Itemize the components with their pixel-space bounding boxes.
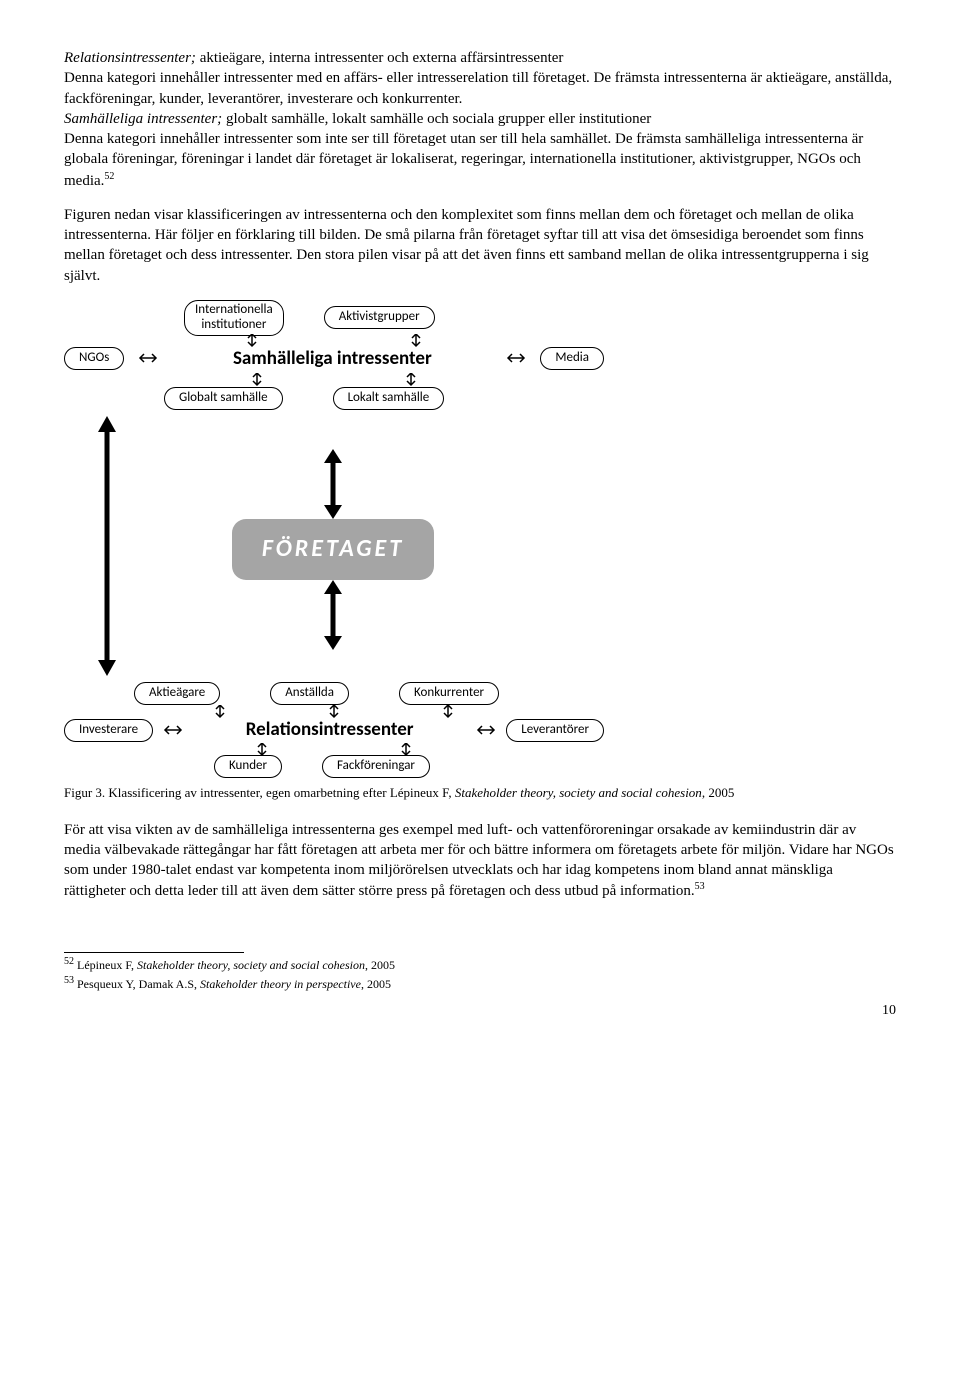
- lead-rest-1: aktieägare, interna intressenter och ext…: [196, 50, 563, 66]
- node-leverantorer: Leverantörer: [506, 719, 604, 742]
- big-vert-arrow-icon: [318, 449, 348, 519]
- arrow-small-icon: [163, 723, 183, 737]
- lead-italic-2: Samhälleliga intressenter;: [64, 111, 222, 127]
- node-aktieagare: Aktieägare: [134, 682, 220, 705]
- para1-line2: Denna kategori innehåller intressenter m…: [64, 70, 892, 106]
- footnote-53: 53 Pesqueux Y, Damak A.S, Stakeholder th…: [64, 974, 896, 992]
- fn52-num: 52: [64, 956, 74, 967]
- node-fackforeningar: Fackföreningar: [322, 755, 430, 778]
- arrow-small-icon: [138, 351, 158, 365]
- node-internationella-institutioner: Internationella institutioner: [184, 300, 284, 336]
- node-anstallda: Anställda: [270, 682, 349, 705]
- figure-caption: Figur 3. Klassificering av intressenter,…: [64, 784, 896, 802]
- fn52-a: Lépineux F,: [74, 958, 137, 972]
- fn53-italic: Stakeholder theory in perspective: [200, 977, 361, 991]
- node-konkurrenter: Konkurrenter: [399, 682, 499, 705]
- stakeholder-diagram: Internationella institutioner Aktivistgr…: [64, 300, 604, 778]
- footnote-52: 52 Lépineux F, Stakeholder theory, socie…: [64, 955, 896, 973]
- paragraph-figure-intro: Figuren nedan visar klassificeringen av …: [64, 205, 896, 286]
- arrow-small-icon: [506, 351, 526, 365]
- big-vert-arrow-icon: [318, 580, 348, 650]
- node-ngos: NGOs: [64, 347, 124, 370]
- fn53-num: 53: [64, 975, 74, 986]
- caption-title: Stakeholder theory, society and social c…: [455, 785, 702, 800]
- arrow-small-icon: [476, 723, 496, 737]
- para1-line4: Denna kategori innehåller intressenter s…: [64, 131, 863, 189]
- fn53-a: Pesqueux Y, Damak A.S,: [74, 977, 200, 991]
- node-kunder: Kunder: [214, 755, 282, 778]
- node-aktivistgrupper: Aktivistgrupper: [324, 306, 435, 329]
- footnote-ref-53: 53: [695, 881, 705, 892]
- bottom-cluster-title: Relationsintressenter: [193, 717, 466, 743]
- paragraph-stakeholder-types: Relationsintressenter; aktieägare, inter…: [64, 48, 896, 191]
- node-investerare: Investerare: [64, 719, 153, 742]
- node-lokalt-samhalle: Lokalt samhälle: [333, 387, 445, 410]
- footnote-ref-52: 52: [104, 171, 114, 182]
- top-cluster-title: Samhälleliga intressenter: [172, 346, 492, 372]
- para3-text: För att visa vikten av de samhälleliga i…: [64, 822, 894, 900]
- caption-label: Figur 3. Klassificering av intressenter,…: [64, 785, 455, 800]
- footnotes-block: 52 Lépineux F, Stakeholder theory, socie…: [64, 955, 896, 992]
- node-globalt-samhalle: Globalt samhälle: [164, 387, 283, 410]
- page-number: 10: [64, 1002, 896, 1021]
- company-box: FÖRETAGET: [232, 519, 434, 579]
- fn53-tail: , 2005: [361, 977, 391, 991]
- node-media: Media: [540, 347, 604, 370]
- lead-italic-1: Relationsintressenter;: [64, 50, 196, 66]
- paragraph-examples: För att visa vikten av de samhälleliga i…: [64, 820, 896, 902]
- fn52-italic: Stakeholder theory, society and social c…: [137, 958, 365, 972]
- footnote-separator: [64, 952, 244, 953]
- lead-rest-2: globalt samhälle, lokalt samhälle och so…: [222, 111, 651, 127]
- fn52-tail: , 2005: [365, 958, 395, 972]
- big-left-arrow-icon: [92, 416, 122, 676]
- caption-tail: , 2005: [702, 785, 735, 800]
